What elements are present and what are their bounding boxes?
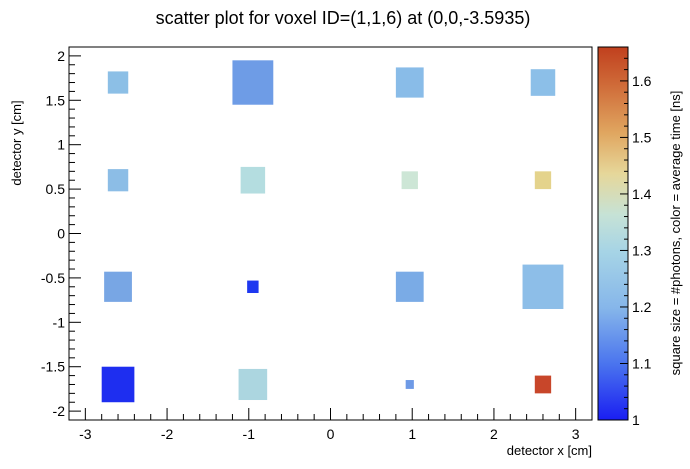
- colorbar-axis: 1 1.1 1.2 1.3 1.4 1.5 1.6: [620, 57, 652, 428]
- data-point-square: [401, 171, 418, 190]
- colorbar-tick-label: 1.2: [632, 299, 652, 315]
- chart-title: scatter plot for voxel ID=(1,1,6) at (0,…: [156, 8, 531, 28]
- data-point-square: [247, 280, 259, 294]
- data-point-square: [534, 375, 552, 394]
- y-tick-label: -1: [53, 314, 66, 330]
- data-point-square: [395, 271, 424, 302]
- y-tick-label: 0: [57, 226, 65, 242]
- data-point-square: [405, 380, 414, 389]
- colorbar-tick-label: 1.6: [632, 73, 652, 89]
- colorbar-tick-label: 1.4: [632, 186, 652, 202]
- y-tick-label: 1.5: [46, 92, 66, 108]
- y-tick-label: 0.5: [46, 181, 66, 197]
- x-tick-label: -3: [79, 426, 92, 442]
- y-tick-label: 1: [57, 137, 65, 153]
- data-point-square: [232, 60, 274, 105]
- data-point-square: [104, 271, 132, 302]
- colorbar-title: square size = #photons, color = average …: [668, 91, 683, 376]
- x-axis: -3 -2 -1 0 1 2 3: [68, 408, 593, 442]
- x-axis-title: detector x [cm]: [507, 443, 592, 458]
- y-tick-label: -2: [53, 403, 66, 419]
- x-tick-label: 3: [572, 426, 580, 442]
- data-point-square: [522, 264, 564, 309]
- colorbar: [597, 46, 629, 421]
- data-point-square: [240, 166, 266, 194]
- x-tick-label: -2: [161, 426, 174, 442]
- data-point-square: [107, 71, 129, 94]
- x-tick-label: -1: [243, 426, 256, 442]
- colorbar-tick-label: 1: [632, 412, 640, 428]
- data-point-square: [107, 169, 129, 192]
- y-tick-label: -0.5: [41, 270, 65, 286]
- colorbar-tick-label: 1.3: [632, 242, 652, 258]
- data-point-square: [101, 366, 135, 403]
- data-point-square: [238, 368, 268, 401]
- data-point-square: [530, 69, 556, 96]
- x-tick-label: 2: [490, 426, 498, 442]
- data-point-square: [534, 171, 552, 190]
- data-markers: [101, 60, 564, 403]
- x-tick-label: 0: [327, 426, 335, 442]
- y-tick-label: -1.5: [41, 359, 65, 375]
- x-tick-label: 1: [408, 426, 416, 442]
- y-tick-label: 2: [57, 48, 65, 64]
- y-axis-title: detector y [cm]: [9, 100, 24, 185]
- colorbar-tick-label: 1.1: [632, 355, 652, 371]
- data-point-square: [395, 67, 424, 98]
- y-axis: -2 -1.5 -1 -0.5 0 0.5 1 1.5 2: [41, 46, 81, 421]
- plot-frame: [68, 46, 593, 421]
- colorbar-tick-label: 1.5: [632, 129, 652, 145]
